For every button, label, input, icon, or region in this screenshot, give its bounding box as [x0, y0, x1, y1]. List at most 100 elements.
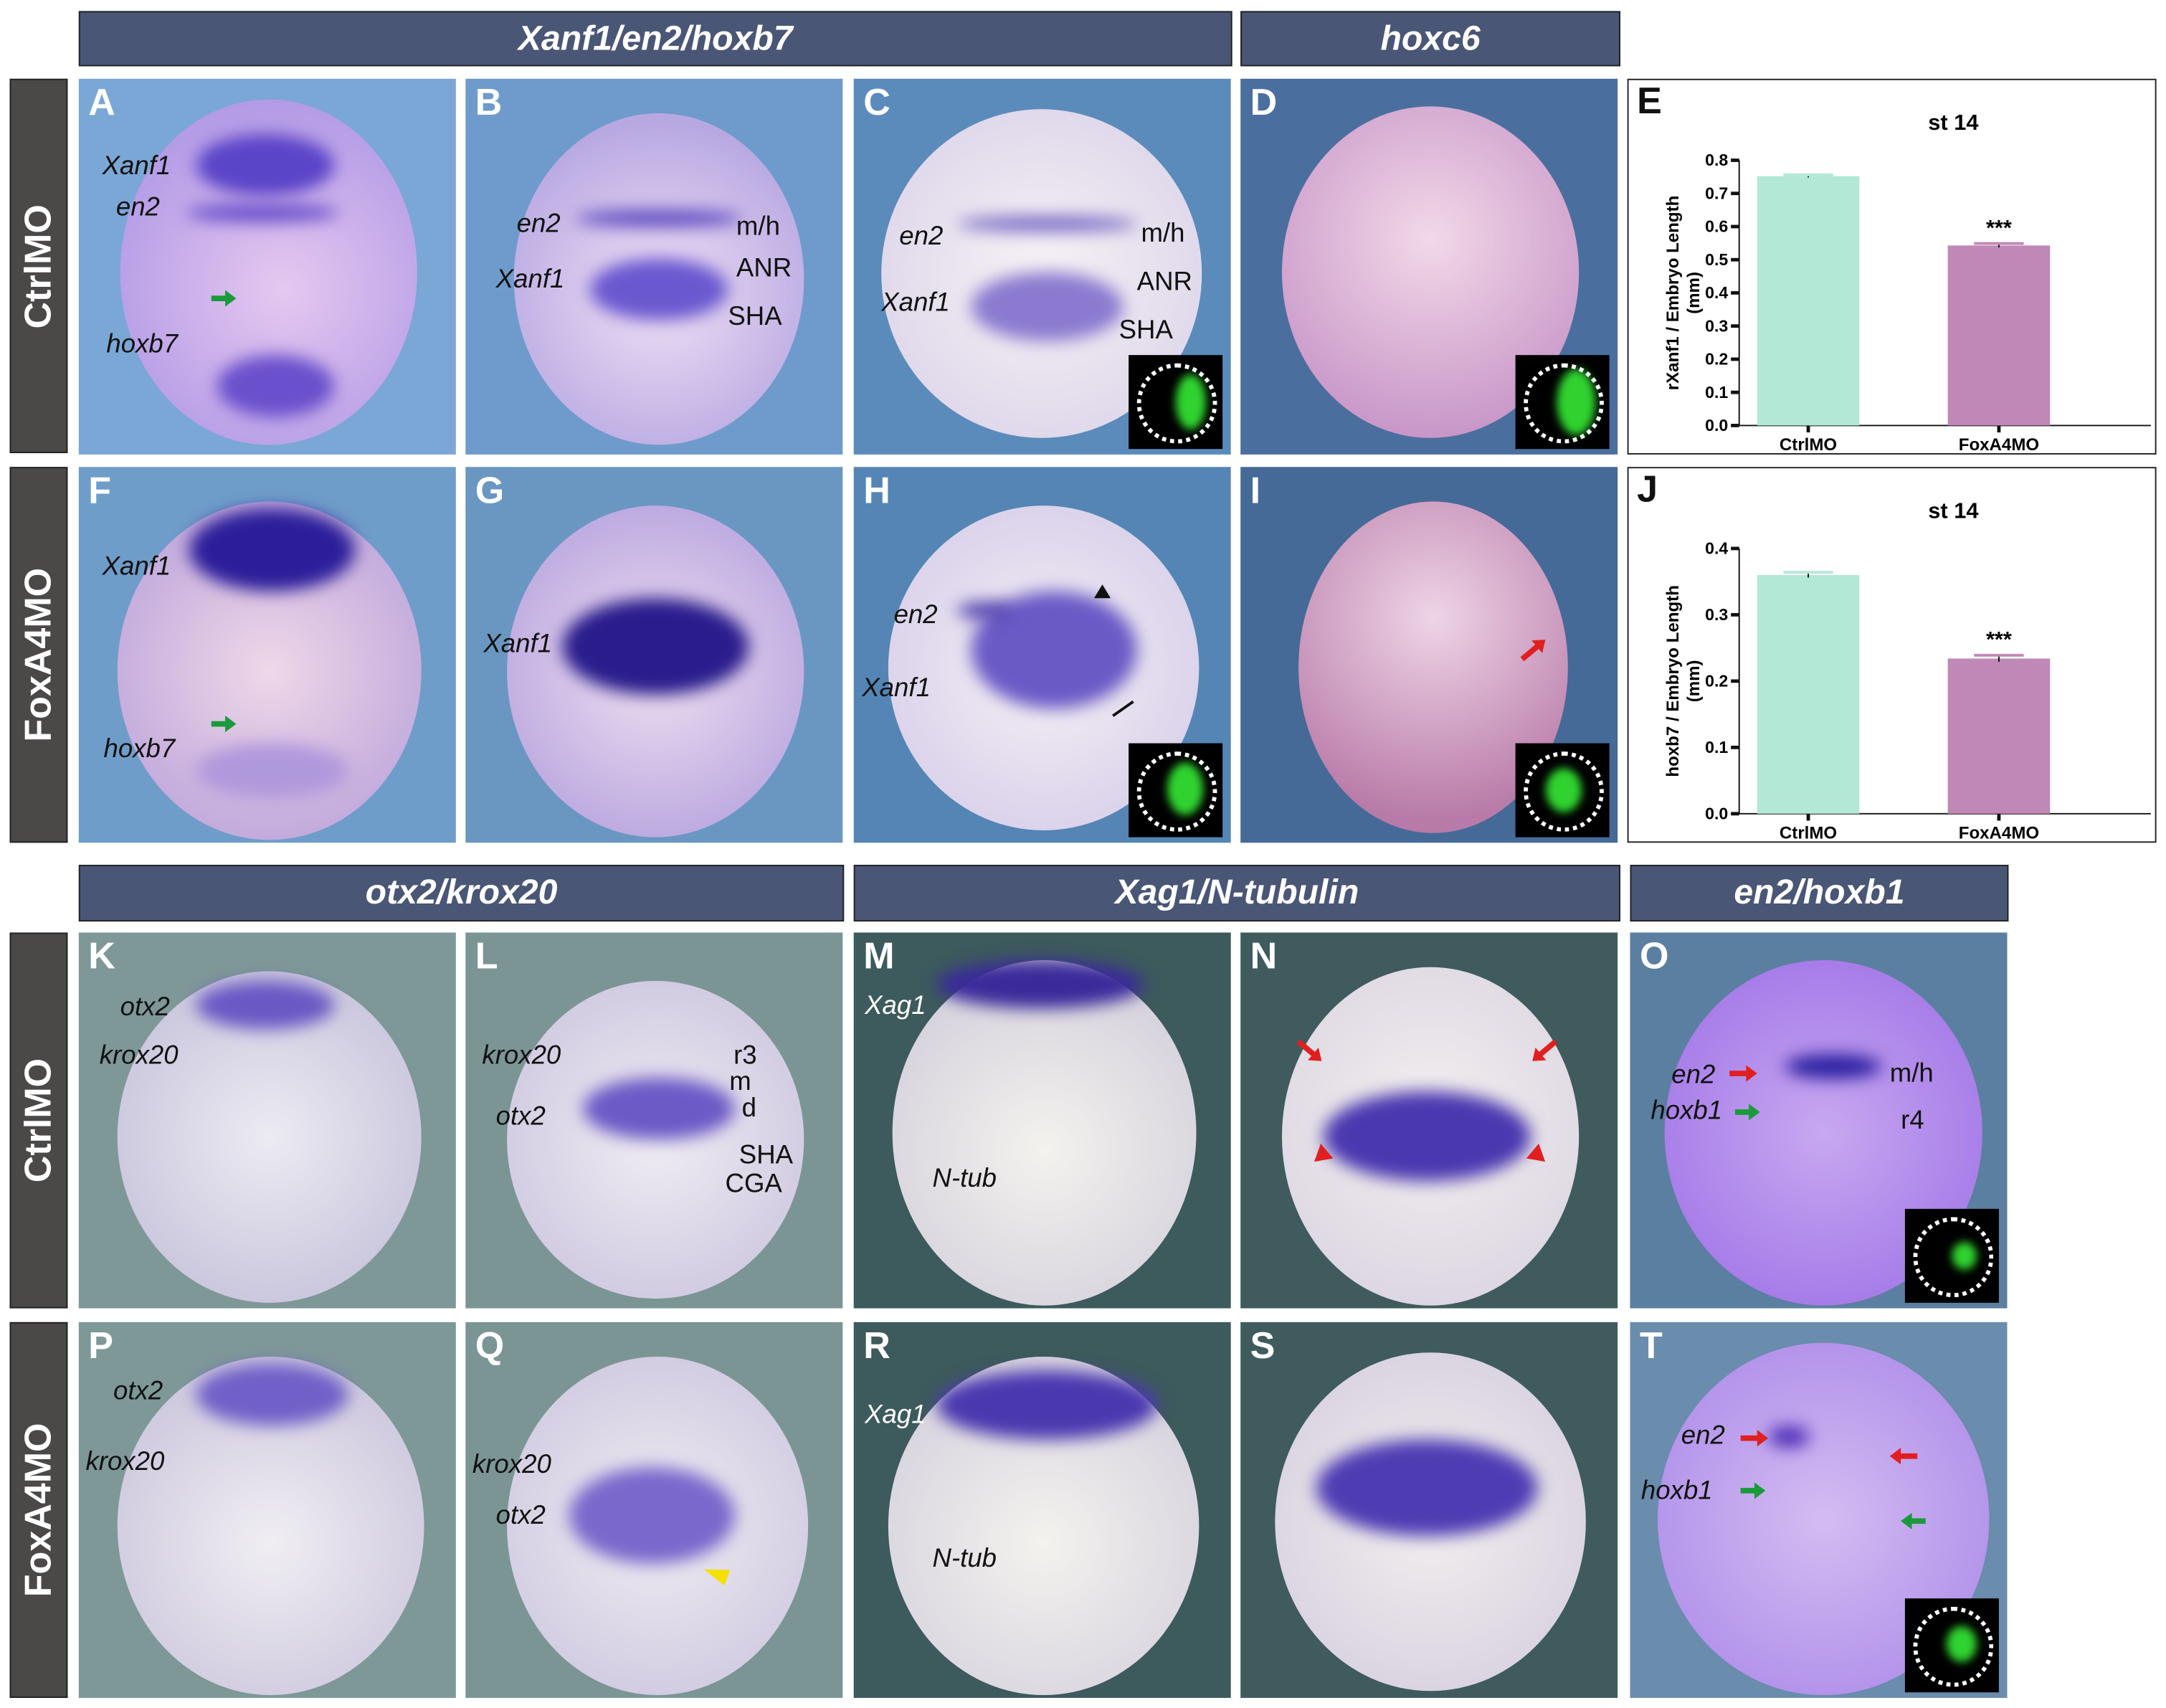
label-sha: SHA	[728, 302, 782, 332]
chart-title: st 14	[1928, 498, 1978, 523]
panel-q: Q krox20 otx2	[465, 1322, 843, 1698]
panel-f: F Xanf1 hoxb7	[78, 467, 456, 843]
label-xanf1: Xanf1	[495, 265, 565, 295]
y-tick-label: 0.4	[1705, 539, 1728, 558]
panel-r: R Xag1 N-tub	[853, 1322, 1231, 1698]
y-axis-label: hoxb7 / Embryo Length (mm)	[1663, 585, 1704, 777]
label-sha: SHA	[1118, 316, 1173, 346]
embryo-outline	[1136, 363, 1217, 444]
label-xag1: Xag1	[865, 992, 926, 1021]
stain-otx2	[569, 1467, 736, 1565]
label-sha: SHA	[738, 1141, 794, 1170]
panel-m: M Xag1 N-tub	[853, 932, 1231, 1309]
label-xanf1: Xanf1	[102, 552, 171, 582]
panel-o: O en2 hoxb1 m/h r4	[1630, 932, 2008, 1309]
panel-b: B en2 Xanf1 m/h ANR SHA	[465, 78, 843, 455]
chart-j: J st 14 0.0 0.1 0.2 0.3 0.4 hoxb7 / Embryo Len…	[1627, 467, 2157, 843]
label-otx2: otx2	[113, 1377, 163, 1407]
x-tick-label: FoxA4MO	[1959, 824, 2039, 842]
row-label-foxa4mo-1: FoxA4MO	[9, 467, 68, 843]
green-arrow	[211, 716, 237, 733]
label-m-h: m/h	[1889, 1059, 1934, 1089]
label-krox20: krox20	[482, 1041, 561, 1071]
y-tick-label: 0.3	[1705, 316, 1728, 335]
panel-i: I	[1240, 467, 1618, 843]
gfp-inset	[1129, 355, 1223, 450]
significance-label: ***	[1986, 215, 2012, 240]
panel-letter: G	[475, 470, 505, 511]
embryo-outline	[1913, 1217, 1994, 1298]
label-en2: en2	[1681, 1421, 1725, 1451]
panel-letter: D	[1250, 81, 1278, 123]
chart-j-svg: st 14 0.0 0.1 0.2 0.3 0.4 hoxb7 / Embryo Lengt…	[1663, 498, 2151, 843]
panel-a: A Xanf1 en2 hoxb7	[78, 78, 456, 455]
panel-d: D	[1240, 78, 1618, 455]
panel-letter: T	[1639, 1324, 1663, 1367]
label-anr: ANR	[1136, 267, 1192, 298]
chart-e-svg: st 14 0.0 0.1 0.2 0.3 0.4 0.5 0.6 0.7 0.8 rXanf1 /…	[1663, 110, 2151, 455]
stain-xanf1	[196, 133, 335, 196]
y-tick-label: 0.1	[1705, 738, 1728, 756]
row-label-text: FoxA4MO	[17, 567, 59, 742]
stain-xag1	[936, 1370, 1158, 1440]
y-tick-label: 0.0	[1705, 416, 1728, 435]
y-tick-label: 0.4	[1705, 283, 1728, 302]
stain-en2	[576, 209, 742, 227]
panel-letter: S	[1250, 1324, 1276, 1367]
chart-e: E st 14 0.0 0.1 0.2 0.3 0.4 0.5 0.6 0.7 0.8 rXanf1…	[1627, 78, 2157, 455]
label-xanf1: Xanf1	[483, 630, 553, 660]
gfp-inset	[1515, 355, 1610, 450]
stain-en2	[957, 217, 1137, 231]
panel-k: K otx2 krox20	[78, 932, 456, 1309]
y-tick-label: 0.0	[1705, 805, 1728, 823]
y-axis-label: rXanf1 / Embryo Length (mm)	[1663, 196, 1704, 391]
panel-h: H en2 Xanf1	[853, 467, 1231, 843]
stain-xag1	[936, 960, 1144, 1009]
gfp-inset	[1129, 743, 1223, 838]
black-arrowhead	[1093, 584, 1111, 599]
panel-l: L krox20 otx2 r3 m d SHA CGA	[465, 932, 843, 1309]
gfp-inset	[1515, 743, 1610, 838]
stain-otx2	[196, 1363, 348, 1426]
gfp-inset	[1904, 1208, 1999, 1303]
header-xanf1-en2-hoxb7: Xanf1/en2/hoxb7	[78, 11, 1232, 67]
y-tick-label: 0.6	[1705, 217, 1728, 236]
label-en2: en2	[115, 193, 160, 223]
y-tick-label: 0.2	[1705, 350, 1728, 369]
x-tick-label: CtrlMO	[1780, 824, 1837, 842]
green-arrow	[1734, 1104, 1760, 1121]
y-tick-label: 0.3	[1705, 605, 1728, 624]
row-label-text: CtrlMO	[17, 204, 59, 328]
label-xanf1: Xanf1	[102, 151, 171, 181]
panel-letter: C	[863, 81, 890, 123]
stain-hoxb7	[196, 743, 348, 799]
embryo	[892, 960, 1197, 1306]
stain-n-tubulin	[1316, 1439, 1538, 1537]
panel-letter: A	[88, 81, 115, 123]
row-label-ctrlmo-1: CtrlMO	[9, 78, 68, 453]
panel-letter: P	[88, 1324, 114, 1367]
label-m-h: m/h	[1141, 219, 1185, 249]
stain-n-tubulin	[1323, 1091, 1531, 1182]
stain-otx2	[583, 1077, 736, 1140]
embryo-outline	[1524, 751, 1604, 832]
label-hoxb7: hoxb7	[106, 330, 179, 359]
label-xanf1: Xanf1	[881, 288, 950, 318]
label-krox20: krox20	[99, 1041, 179, 1071]
red-arrow	[1898, 1453, 1918, 1459]
label-d: d	[741, 1093, 757, 1124]
panel-letter: N	[1250, 935, 1278, 977]
embryo-outline	[1136, 751, 1217, 832]
panel-letter: O	[1639, 935, 1669, 977]
stain-xanf1	[589, 258, 728, 321]
stain-xanf1	[189, 508, 356, 592]
y-tick-label: 0.7	[1705, 184, 1728, 202]
panel-letter: H	[863, 470, 890, 511]
row-label-text: FoxA4MO	[17, 1423, 59, 1598]
panel-letter: R	[863, 1324, 890, 1367]
label-xag1: Xag1	[865, 1400, 926, 1431]
panel-letter: L	[475, 935, 498, 977]
significance-label: ***	[1986, 627, 2012, 652]
header-otx2-krox20: otx2/krox20	[78, 865, 845, 922]
label-otx2: otx2	[495, 1102, 546, 1131]
